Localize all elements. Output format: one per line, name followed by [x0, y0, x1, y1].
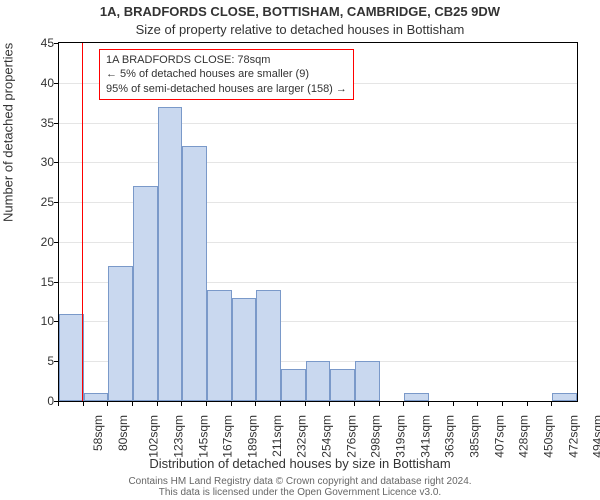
histogram-bar — [158, 107, 183, 401]
y-tick-label: 15 — [14, 275, 54, 289]
property-marker-line — [82, 43, 83, 401]
x-tick-label: 254sqm — [320, 415, 334, 458]
x-tick-label: 319sqm — [394, 415, 408, 458]
x-tick-mark — [58, 402, 59, 406]
x-tick-mark — [83, 402, 84, 406]
x-tick-mark — [231, 402, 232, 406]
x-tick-label: 385sqm — [468, 415, 482, 458]
y-tick-label: 45 — [14, 36, 54, 50]
x-tick-label: 145sqm — [196, 415, 210, 458]
histogram-bar — [207, 290, 232, 401]
x-tick-mark — [527, 402, 528, 406]
histogram-bar — [306, 361, 331, 401]
y-tick-label: 5 — [14, 354, 54, 368]
x-tick-label: 407sqm — [492, 415, 506, 458]
histogram-bar — [133, 186, 158, 401]
plot-area: 1A BRADFORDS CLOSE: 78sqm← 5% of detache… — [58, 42, 578, 402]
footer-text: Contains HM Land Registry data © Crown c… — [0, 476, 600, 498]
x-tick-mark — [502, 402, 503, 406]
y-tick-label: 10 — [14, 314, 54, 328]
histogram-bar — [84, 393, 109, 401]
histogram-bar — [59, 314, 84, 402]
x-tick-label: 58sqm — [91, 415, 105, 451]
y-tick-label: 30 — [14, 155, 54, 169]
x-tick-mark — [453, 402, 454, 406]
x-axis-label: Distribution of detached houses by size … — [0, 456, 600, 471]
y-tick-label: 20 — [14, 235, 54, 249]
x-tick-label: 189sqm — [246, 415, 260, 458]
gridline — [59, 123, 577, 124]
x-tick-label: 211sqm — [269, 415, 283, 457]
legend-box: 1A BRADFORDS CLOSE: 78sqm← 5% of detache… — [99, 49, 354, 100]
x-tick-label: 450sqm — [542, 415, 556, 458]
chart-subtitle: Size of property relative to detached ho… — [0, 22, 600, 37]
histogram-bar — [355, 361, 380, 401]
y-tick-label: 0 — [14, 394, 54, 408]
x-tick-label: 80sqm — [116, 415, 130, 451]
x-tick-mark — [206, 402, 207, 406]
x-tick-mark — [354, 402, 355, 406]
histogram-bar — [281, 369, 306, 401]
legend-line: 1A BRADFORDS CLOSE: 78sqm — [106, 53, 347, 67]
legend-line: 95% of semi-detached houses are larger (… — [106, 82, 347, 96]
legend-line: ← 5% of detached houses are smaller (9) — [106, 67, 347, 81]
x-tick-label: 276sqm — [344, 415, 358, 458]
histogram-bar — [232, 298, 257, 401]
x-tick-mark — [157, 402, 158, 406]
histogram-bar — [182, 146, 207, 401]
histogram-bar — [108, 266, 133, 401]
histogram-bar — [256, 290, 281, 401]
y-tick-label: 35 — [14, 116, 54, 130]
histogram-bar — [330, 369, 355, 401]
x-tick-mark — [428, 402, 429, 406]
x-tick-mark — [551, 402, 552, 406]
x-tick-mark — [477, 402, 478, 406]
x-tick-label: 341sqm — [418, 415, 432, 458]
x-tick-mark — [379, 402, 380, 406]
x-tick-mark — [280, 402, 281, 406]
x-tick-mark — [255, 402, 256, 406]
x-tick-label: 298sqm — [369, 415, 383, 458]
x-tick-label: 472sqm — [566, 415, 580, 458]
histogram-bar — [404, 393, 429, 401]
x-tick-mark — [305, 402, 306, 406]
x-tick-label: 102sqm — [147, 415, 161, 458]
x-tick-mark — [132, 402, 133, 406]
chart-title: 1A, BRADFORDS CLOSE, BOTTISHAM, CAMBRIDG… — [0, 4, 600, 19]
x-tick-label: 232sqm — [295, 415, 309, 458]
x-tick-mark — [181, 402, 182, 406]
y-tick-label: 40 — [14, 76, 54, 90]
x-tick-label: 167sqm — [221, 415, 235, 458]
x-tick-mark — [403, 402, 404, 406]
gridline — [59, 162, 577, 163]
x-tick-label: 494sqm — [591, 415, 600, 458]
histogram-bar — [552, 393, 577, 401]
x-tick-group: 58sqm 80sqm 102sqm 123sqm 145sqm 167sqm 189sqm… — [58, 402, 578, 462]
x-tick-label: 123sqm — [172, 415, 186, 458]
x-tick-label: 363sqm — [443, 415, 457, 458]
x-tick-label: 428sqm — [517, 415, 531, 458]
x-tick-mark — [107, 402, 108, 406]
y-tick-label: 25 — [14, 195, 54, 209]
chart-container: 1A, BRADFORDS CLOSE, BOTTISHAM, CAMBRIDG… — [0, 0, 600, 500]
x-tick-mark — [329, 402, 330, 406]
